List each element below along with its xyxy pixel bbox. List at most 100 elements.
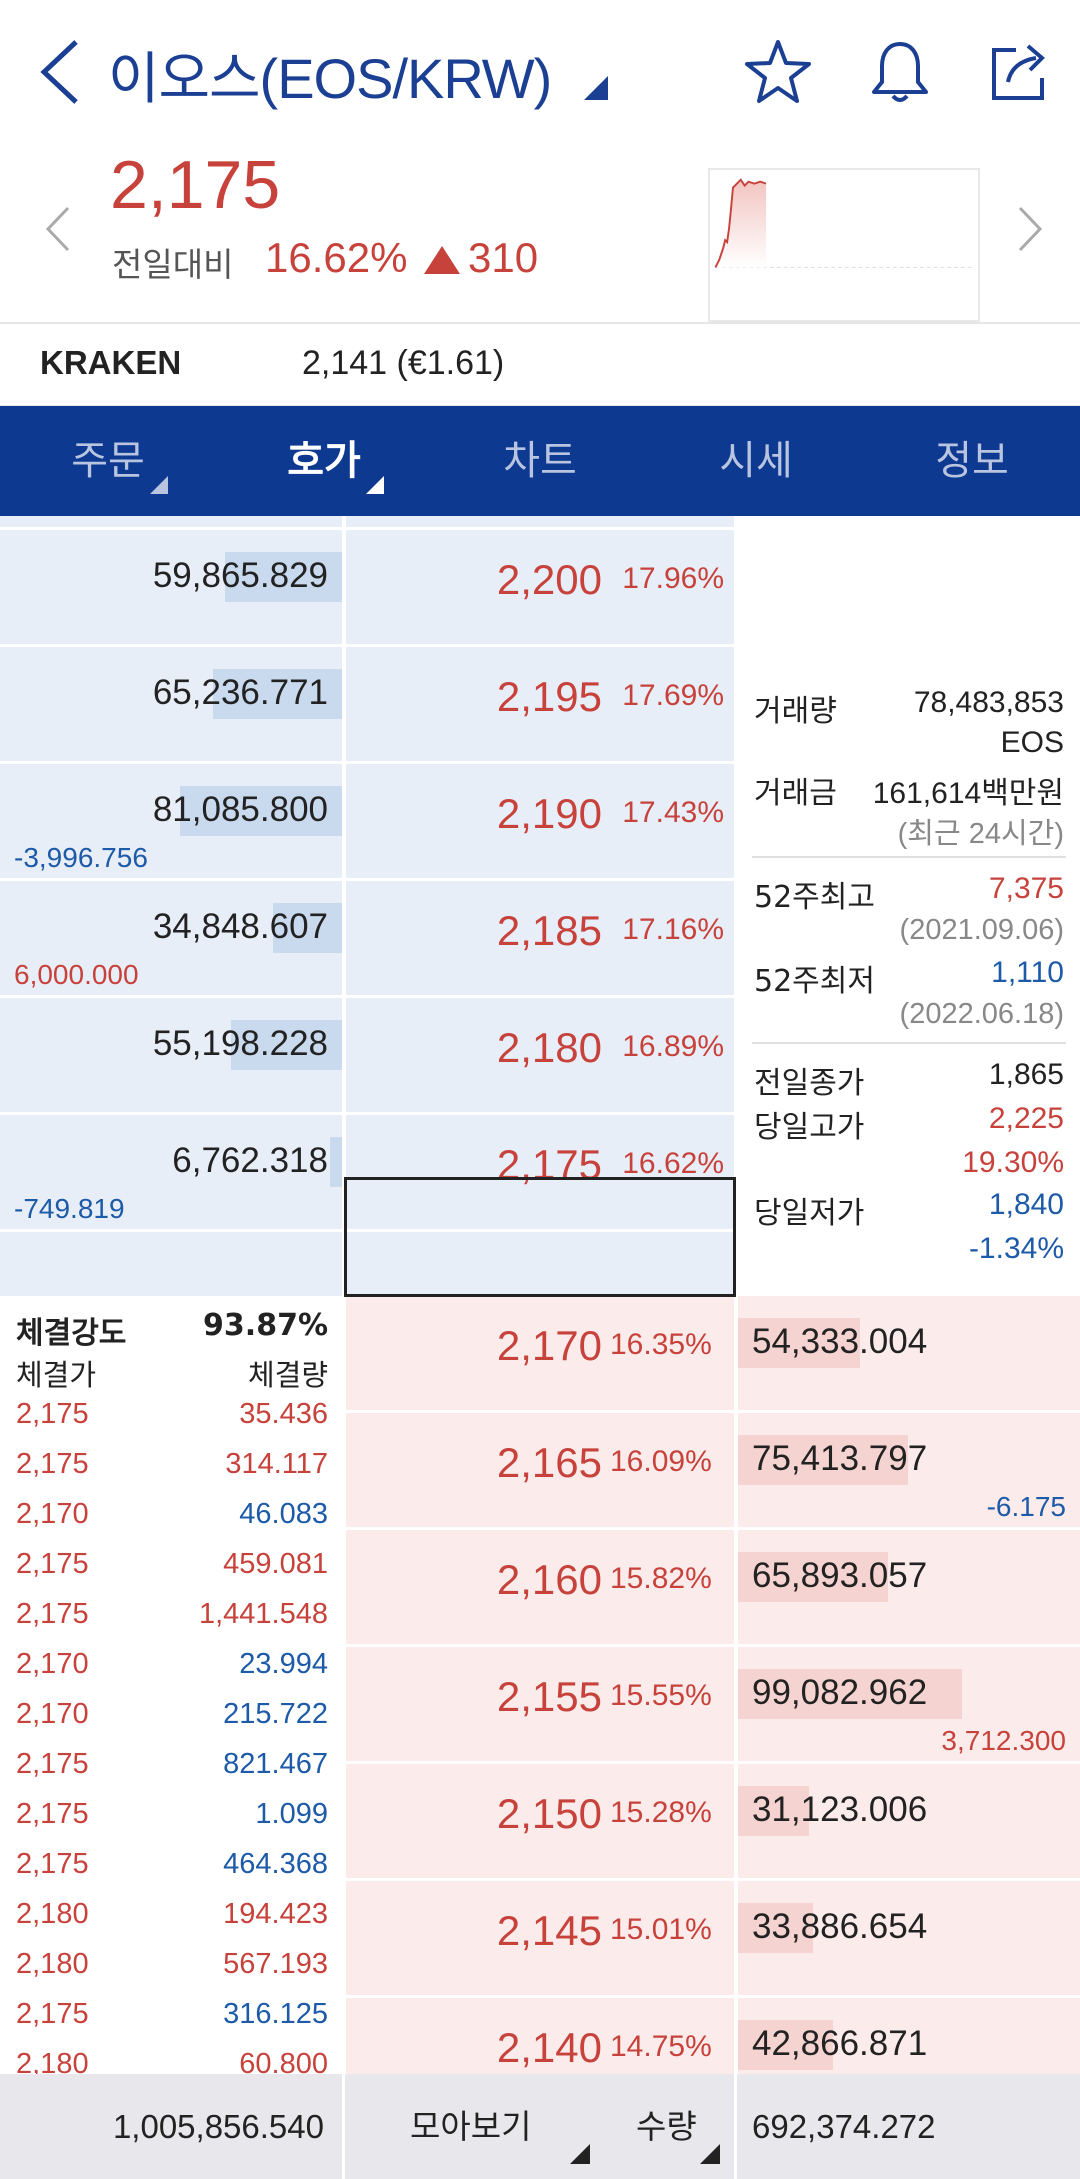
ask-volume-bar	[330, 1137, 342, 1187]
volume-unit: EOS	[1000, 726, 1064, 759]
bell-icon[interactable]	[866, 38, 934, 106]
trade-price: 2,175	[16, 1798, 89, 1830]
tab-bar: 주문 호가 차트 시세 정보	[0, 406, 1080, 516]
current-price-highlight	[344, 1177, 736, 1297]
title-dropdown-icon[interactable]	[584, 76, 608, 100]
bid-volume: 54,333.004	[752, 1322, 928, 1361]
strength-value: 93.87%	[203, 1308, 328, 1343]
bid-row[interactable]: 2,165 16.09% 75,413.797 -6.175	[346, 1413, 1080, 1530]
bid-row[interactable]: 2,160 15.82% 65,893.057	[346, 1530, 1080, 1647]
star-icon[interactable]	[744, 38, 812, 106]
low52-value: 1,110	[991, 956, 1064, 989]
day-low-pct: -1.34%	[968, 1232, 1064, 1265]
bid-row[interactable]: 2,155 15.55% 99,082.962 3,712.300	[346, 1647, 1080, 1764]
next-coin-icon[interactable]	[1016, 204, 1046, 254]
trade-price: 2,170	[16, 1698, 89, 1730]
amount-value: 161,614백만원	[872, 777, 1064, 810]
bid-row[interactable]: 2,150 15.28% 31,123.006	[346, 1764, 1080, 1881]
row-divider	[0, 995, 734, 998]
trade-price: 2,170	[16, 1498, 89, 1530]
bid-price: 2,170	[496, 1322, 602, 1369]
divider	[342, 2074, 345, 2179]
trade-qty: 1,441.548	[198, 1598, 328, 1630]
bid-volume-bar	[738, 1669, 962, 1719]
bid-price: 2,160	[496, 1556, 602, 1603]
ask-row[interactable]: 59,865.829 2,200 17.96%	[0, 530, 734, 647]
tab-orderbook[interactable]: 호가	[216, 406, 432, 516]
ask-volume: 34,848.607	[152, 907, 328, 946]
bid-row[interactable]: 2,170 16.35% 54,333.004	[346, 1296, 1080, 1413]
day-low-value: 1,840	[988, 1188, 1064, 1221]
bid-row[interactable]: 2,145 15.01% 33,886.654	[346, 1881, 1080, 1998]
trade-row: 2,170 215.722	[0, 1698, 342, 1748]
header: 이오스(EOS/KRW)	[0, 0, 1080, 146]
row-divider	[0, 761, 734, 764]
trade-price: 2,175	[16, 1848, 89, 1880]
row-divider	[0, 527, 734, 530]
ask-price: 2,190	[496, 790, 602, 837]
trade-qty: 23.994	[239, 1648, 328, 1680]
row-divider	[346, 1527, 1080, 1530]
ask-percent: 17.96%	[622, 562, 724, 595]
bid-row[interactable]: 2,140 14.75% 42,866.871	[346, 1998, 1080, 2074]
row-divider	[346, 1410, 1080, 1413]
trade-row: 2,175 35.436	[0, 1398, 342, 1448]
day-high-pct: 19.30%	[962, 1146, 1064, 1179]
trade-history-panel[interactable]: 체결강도 93.87% 체결가 체결량 2,175 35.436 2,175 314.…	[0, 1296, 342, 2074]
trade-price: 2,175	[16, 1748, 89, 1780]
current-price: 2,175	[110, 147, 281, 223]
ask-row[interactable]: 81,085.800 -3,996.756 2,190 17.43%	[0, 764, 734, 881]
ask-price: 2,185	[496, 907, 602, 954]
high52-label: 52주최고	[754, 880, 875, 915]
row-divider	[0, 1112, 734, 1115]
ask-volume: 59,865.829	[152, 556, 328, 595]
ask-price: 2,175	[496, 1141, 602, 1188]
row-divider	[0, 644, 734, 647]
bid-volume-bar	[738, 1435, 908, 1485]
amount-label: 거래금	[754, 776, 837, 811]
ask-volume: 6,762.318	[172, 1141, 328, 1180]
qty-mode-button[interactable]: 수량	[636, 2108, 697, 2145]
trade-row: 2,175 464.368	[0, 1848, 342, 1898]
page-title[interactable]: 이오스(EOS/KRW)	[108, 47, 552, 110]
trade-row: 2,175 459.081	[0, 1548, 342, 1598]
ask-row[interactable]: 55,198.228 2,180 16.89%	[0, 998, 734, 1115]
ask-row[interactable]: 6,762.318 -749.819 2,175 16.62%	[0, 1115, 734, 1232]
ask-volume: 81,085.800	[152, 790, 328, 829]
tab-chart[interactable]: 차트	[503, 438, 577, 484]
qty-mode-dropdown-icon[interactable]	[700, 2144, 720, 2164]
divider	[752, 1042, 1066, 1044]
trade-row: 2,170 46.083	[0, 1498, 342, 1548]
ask-price: 2,195	[496, 673, 602, 720]
trade-row: 2,180 194.423	[0, 1898, 342, 1948]
compare-label: 전일대비	[112, 245, 234, 284]
trade-qty: 316.125	[223, 1998, 328, 2030]
view-mode-dropdown-icon[interactable]	[570, 2144, 590, 2164]
ask-row[interactable]: 65,236.771 2,195 17.69%	[0, 647, 734, 764]
ask-row[interactable]: 64,704.4652,20518.23%	[0, 516, 734, 530]
share-icon[interactable]	[986, 38, 1054, 106]
bid-percent: 16.35%	[610, 1328, 712, 1361]
mini-chart[interactable]	[708, 168, 980, 322]
strength-label: 체결강도	[16, 1316, 127, 1351]
bid-volume: 31,123.006	[752, 1790, 928, 1829]
order-book[interactable]: 64,704.4652,20518.23% 59,865.829 2,200 17.9…	[0, 516, 1080, 2074]
trade-row: 2,180 60.800	[0, 2048, 342, 2074]
bid-total: 692,374.272	[752, 2108, 936, 2145]
tab-market[interactable]: 시세	[719, 438, 793, 484]
back-icon[interactable]	[36, 38, 86, 106]
tab-info[interactable]: 정보	[935, 438, 1009, 484]
view-mode-button[interactable]: 모아보기	[410, 2108, 532, 2145]
trade-price: 2,180	[16, 2048, 89, 2074]
trade-price: 2,175	[16, 1398, 89, 1430]
bid-volume: 75,413.797	[752, 1439, 928, 1478]
row-divider	[346, 1995, 1080, 1998]
tab-order[interactable]: 주문	[0, 406, 216, 516]
prev-coin-icon[interactable]	[42, 204, 72, 254]
bid-volume-bar	[738, 1552, 888, 1602]
ask-percent: 17.16%	[622, 913, 724, 946]
high52-value: 7,375	[988, 872, 1064, 905]
bid-price: 2,145	[496, 1907, 602, 1954]
price-summary: 2,175 전일대비 16.62% 310	[0, 146, 1080, 324]
ask-row[interactable]: 34,848.607 6,000.000 2,185 17.16%	[0, 881, 734, 998]
